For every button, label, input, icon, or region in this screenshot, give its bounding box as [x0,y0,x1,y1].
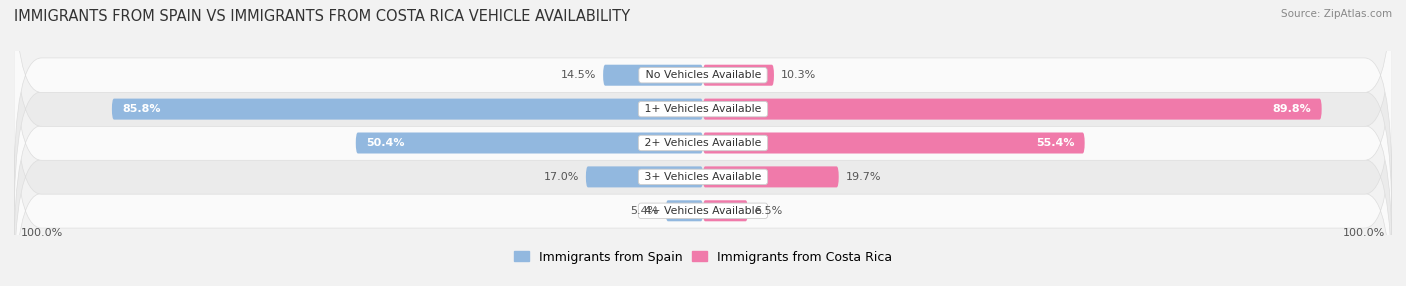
Text: 1+ Vehicles Available: 1+ Vehicles Available [641,104,765,114]
FancyBboxPatch shape [703,166,839,187]
FancyBboxPatch shape [666,200,703,221]
Text: 50.4%: 50.4% [366,138,405,148]
Text: No Vehicles Available: No Vehicles Available [641,70,765,80]
FancyBboxPatch shape [586,166,703,187]
FancyBboxPatch shape [112,99,703,120]
Text: 2+ Vehicles Available: 2+ Vehicles Available [641,138,765,148]
FancyBboxPatch shape [14,92,1392,286]
Text: 5.4%: 5.4% [630,206,659,216]
Text: 4+ Vehicles Available: 4+ Vehicles Available [641,206,765,216]
Text: 14.5%: 14.5% [561,70,596,80]
FancyBboxPatch shape [356,132,703,154]
FancyBboxPatch shape [703,65,773,86]
FancyBboxPatch shape [703,132,1084,154]
FancyBboxPatch shape [14,0,1392,194]
FancyBboxPatch shape [703,99,1322,120]
FancyBboxPatch shape [703,200,748,221]
Text: 19.7%: 19.7% [845,172,882,182]
Text: 3+ Vehicles Available: 3+ Vehicles Available [641,172,765,182]
FancyBboxPatch shape [14,0,1392,227]
Legend: Immigrants from Spain, Immigrants from Costa Rica: Immigrants from Spain, Immigrants from C… [509,246,897,269]
Text: 10.3%: 10.3% [780,70,815,80]
Text: 100.0%: 100.0% [21,228,63,238]
Text: 17.0%: 17.0% [544,172,579,182]
FancyBboxPatch shape [14,59,1392,286]
Text: 89.8%: 89.8% [1272,104,1312,114]
Text: Source: ZipAtlas.com: Source: ZipAtlas.com [1281,9,1392,19]
Text: IMMIGRANTS FROM SPAIN VS IMMIGRANTS FROM COSTA RICA VEHICLE AVAILABILITY: IMMIGRANTS FROM SPAIN VS IMMIGRANTS FROM… [14,9,630,23]
Text: 6.5%: 6.5% [755,206,783,216]
Text: 100.0%: 100.0% [1343,228,1385,238]
Text: 85.8%: 85.8% [122,104,160,114]
FancyBboxPatch shape [14,25,1392,261]
FancyBboxPatch shape [603,65,703,86]
Text: 55.4%: 55.4% [1036,138,1074,148]
